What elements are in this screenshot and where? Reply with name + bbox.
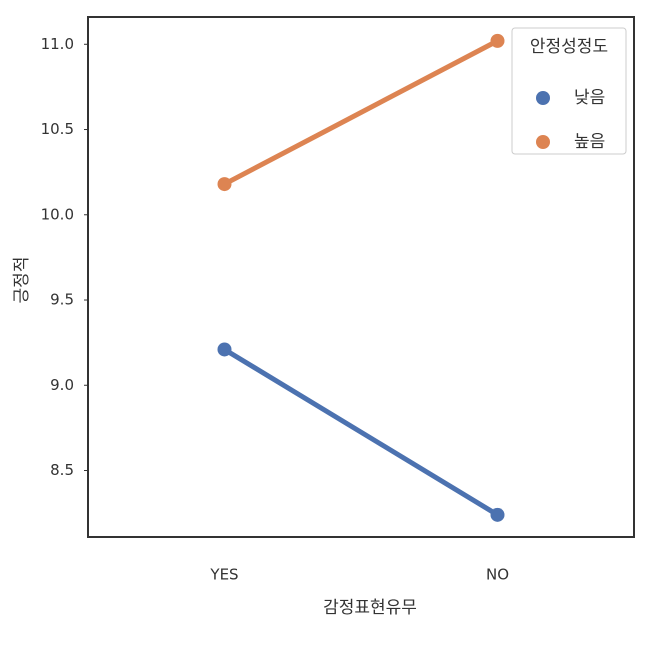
legend-label: 낮음 xyxy=(574,88,605,108)
legend-label: 높음 xyxy=(574,132,605,152)
y-tick-label: 11.0 xyxy=(41,35,74,53)
legend-marker xyxy=(536,91,550,105)
y-tick-label: 9.5 xyxy=(50,291,74,309)
legend-marker xyxy=(536,135,550,149)
point xyxy=(490,33,505,48)
y-tick-label: 8.5 xyxy=(50,461,74,479)
point xyxy=(217,177,232,192)
x-axis-label: 감정표현유무 xyxy=(323,598,417,618)
y-tick-label: 10.0 xyxy=(41,205,74,223)
series-line xyxy=(223,347,499,517)
y-axis-label: 긍정적 xyxy=(12,257,32,304)
plot-frame xyxy=(87,16,635,538)
legend-title: 안정성정도 xyxy=(530,37,608,57)
series-line xyxy=(223,38,499,187)
y-tick-label: 9.0 xyxy=(50,376,74,394)
point xyxy=(490,507,505,522)
x-tick-label: YES xyxy=(209,566,238,584)
point xyxy=(217,342,232,357)
x-tick-label: NO xyxy=(486,566,509,584)
legend-box xyxy=(511,27,627,155)
y-tick-label: 10.5 xyxy=(41,120,74,138)
